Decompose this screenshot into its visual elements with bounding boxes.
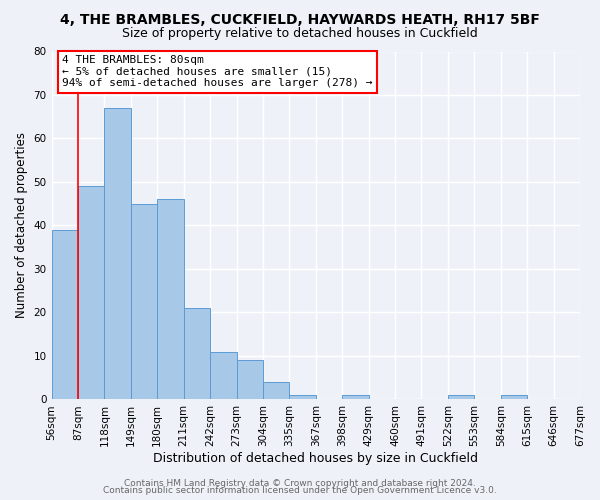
Bar — [263, 382, 289, 400]
Text: Size of property relative to detached houses in Cuckfield: Size of property relative to detached ho… — [122, 28, 478, 40]
Bar — [184, 308, 210, 400]
Text: Contains public sector information licensed under the Open Government Licence v3: Contains public sector information licen… — [103, 486, 497, 495]
Bar — [210, 352, 236, 400]
Text: Contains HM Land Registry data © Crown copyright and database right 2024.: Contains HM Land Registry data © Crown c… — [124, 478, 476, 488]
Bar — [236, 360, 263, 400]
Bar — [448, 395, 475, 400]
Bar — [289, 395, 316, 400]
Bar — [78, 186, 104, 400]
Bar — [157, 200, 184, 400]
Text: 4 THE BRAMBLES: 80sqm
← 5% of detached houses are smaller (15)
94% of semi-detac: 4 THE BRAMBLES: 80sqm ← 5% of detached h… — [62, 55, 373, 88]
Bar — [342, 395, 368, 400]
Bar — [52, 230, 78, 400]
Y-axis label: Number of detached properties: Number of detached properties — [15, 132, 28, 318]
X-axis label: Distribution of detached houses by size in Cuckfield: Distribution of detached houses by size … — [153, 452, 478, 465]
Text: 4, THE BRAMBLES, CUCKFIELD, HAYWARDS HEATH, RH17 5BF: 4, THE BRAMBLES, CUCKFIELD, HAYWARDS HEA… — [60, 12, 540, 26]
Bar — [131, 204, 157, 400]
Bar — [501, 395, 527, 400]
Bar — [104, 108, 131, 400]
